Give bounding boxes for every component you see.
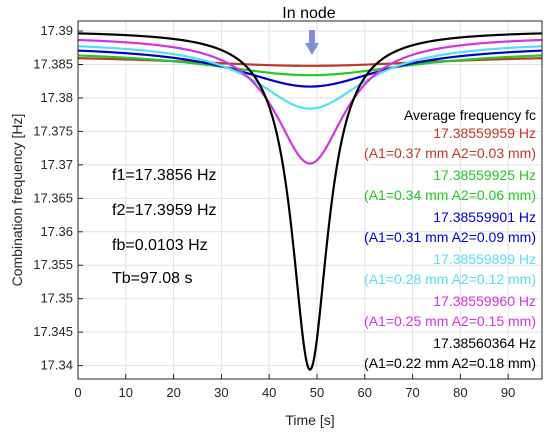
- x-tick-label: 70: [405, 385, 419, 400]
- x-axis-label: Time [s]: [285, 412, 334, 428]
- x-tick-label: 50: [310, 385, 324, 400]
- y-axis-label: Combination frequency [Hz]: [9, 114, 25, 287]
- legend-title: Average frequency fc: [404, 107, 536, 123]
- legend-entry-params: (A1=0.22 mm A2=0.18 mm): [364, 355, 536, 371]
- x-axis-ticks: 0 10 20 30 40 50 60 70 80 90: [74, 374, 515, 400]
- parameters-block: f1=17.3856 Hz f2=17.3959 Hz fb=0.0103 Hz…: [112, 167, 217, 287]
- y-tick-label: 17.36: [40, 224, 73, 239]
- legend-entry-value: 17.38559925 Hz: [433, 167, 536, 183]
- y-tick-label: 17.38: [40, 90, 73, 105]
- x-tick-label: 10: [119, 385, 133, 400]
- legend-entry-value: 17.38559959 Hz: [433, 125, 536, 141]
- param-tb: Tb=97.08 s: [112, 270, 193, 287]
- param-f2: f2=17.3959 Hz: [112, 202, 217, 219]
- param-f1: f1=17.3856 Hz: [112, 167, 217, 184]
- plot-background: [78, 21, 542, 379]
- y-tick-label: 17.345: [33, 324, 73, 339]
- x-tick-label: 80: [453, 385, 467, 400]
- y-tick-label: 17.365: [33, 190, 73, 205]
- in-node-label: In node: [282, 5, 335, 22]
- x-tick-label: 90: [501, 385, 515, 400]
- y-tick-label: 17.35: [40, 291, 73, 306]
- legend-entry-value: 17.38559901 Hz: [433, 209, 536, 225]
- legend-entries: 17.38559959 Hz (A1=0.37 mm A2=0.03 mm) 17.…: [364, 125, 536, 371]
- legend-entry-params: (A1=0.31 mm A2=0.09 mm): [364, 229, 536, 245]
- legend-entry-params: (A1=0.25 mm A2=0.15 mm): [364, 313, 536, 329]
- y-tick-label: 17.34: [40, 358, 73, 373]
- legend-entry-value: 17.38560364 Hz: [433, 335, 536, 351]
- plot-frame: [77, 20, 543, 380]
- legend-entry-params: (A1=0.34 mm A2=0.06 mm): [364, 187, 536, 203]
- legend-entry-value: 17.38559960 Hz: [433, 293, 536, 309]
- x-tick-label: 20: [166, 385, 180, 400]
- in-node-arrow-icon: [305, 30, 319, 55]
- y-tick-label: 17.37: [40, 157, 73, 172]
- series-line-6: [77, 32, 543, 371]
- y-tick-label: 17.385: [33, 56, 73, 71]
- param-fb: fb=0.0103 Hz: [112, 237, 208, 254]
- x-tick-label: 40: [262, 385, 276, 400]
- series-line-2: [77, 54, 543, 77]
- x-tick-label: 30: [214, 385, 228, 400]
- legend-entry-params: (A1=0.37 mm A2=0.03 mm): [364, 145, 536, 161]
- legend-entry-params: (A1=0.28 mm A2=0.12 mm): [364, 271, 536, 287]
- x-tick-label: 60: [358, 385, 372, 400]
- legend: Average frequency fc 17.38559959 Hz (A1=0…: [364, 107, 536, 371]
- series-line-3: [77, 49, 543, 88]
- y-axis-ticks: 17.34 17.345 17.35 17.355 17.36 17.365 17.37 17…: [33, 23, 83, 373]
- y-tick-label: 17.39: [40, 23, 73, 38]
- series-line-5: [77, 38, 543, 165]
- x-tick-label: 0: [74, 385, 81, 400]
- series-line-4: [77, 45, 543, 110]
- series-lines: [77, 32, 543, 371]
- y-tick-label: 17.355: [33, 257, 73, 272]
- grid-lines: [78, 21, 542, 379]
- legend-entry-value: 17.38559899 Hz: [433, 251, 536, 267]
- y-tick-label: 17.375: [33, 123, 73, 138]
